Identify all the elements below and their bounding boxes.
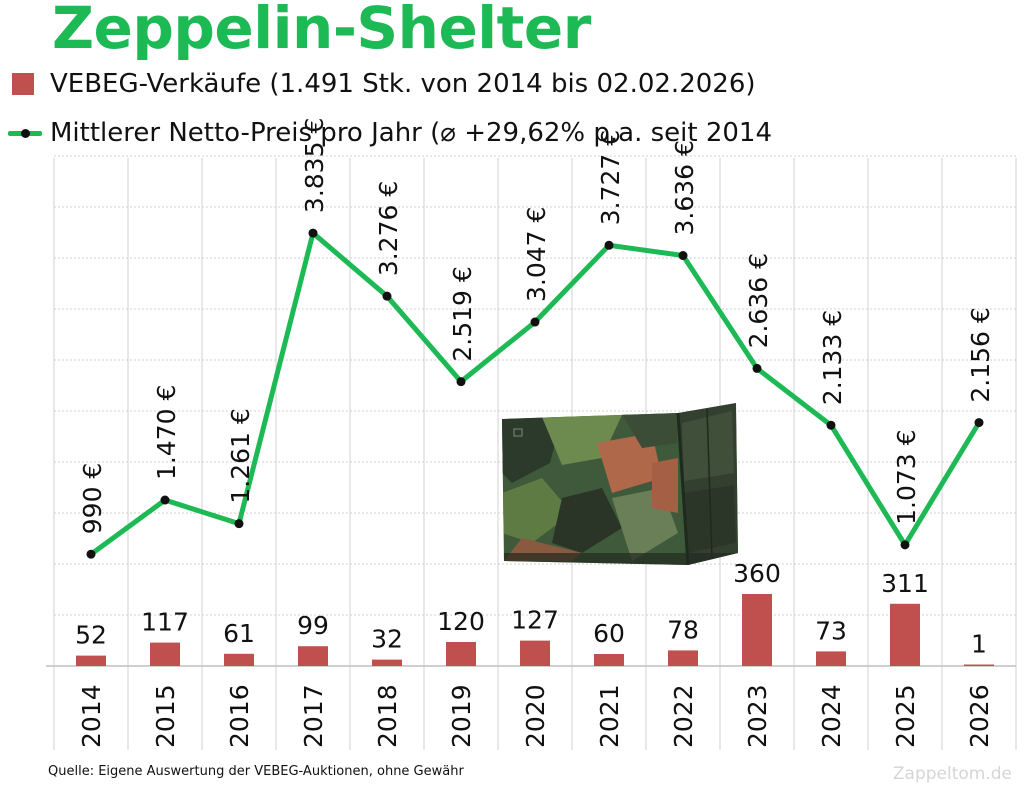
source-note: Quelle: Eigene Auswertung der VEBEG-Aukt… bbox=[48, 764, 464, 779]
bar-2016 bbox=[224, 653, 254, 666]
price-point-2026 bbox=[974, 418, 984, 428]
x-tick-2014: 2014 bbox=[77, 684, 106, 748]
x-tick-2017: 2017 bbox=[299, 684, 328, 748]
legend-bars-label: VEBEG-Verkäufe (1.491 Stk. von 2014 bis … bbox=[50, 69, 756, 99]
price-point-2014 bbox=[86, 549, 96, 559]
price-label-2021: 3.727 € bbox=[596, 130, 625, 225]
bar-label-2015: 117 bbox=[141, 608, 189, 637]
price-label-2022: 3.636 € bbox=[670, 140, 699, 235]
x-tick-2024: 2024 bbox=[817, 684, 846, 748]
bar-label-2026: 1 bbox=[971, 630, 987, 659]
bar-2017 bbox=[298, 646, 328, 666]
bar-label-2020: 127 bbox=[511, 606, 559, 635]
legend-line-label: Mittlerer Netto-Preis pro Jahr (⌀ +29,62… bbox=[50, 118, 773, 148]
x-tick-2015: 2015 bbox=[151, 684, 180, 748]
bar-label-2022: 78 bbox=[667, 615, 699, 644]
bar-label-2016: 61 bbox=[223, 619, 255, 648]
bar-label-2018: 32 bbox=[371, 625, 403, 654]
price-label-2014: 990 € bbox=[78, 463, 107, 535]
price-label-2020: 3.047 € bbox=[522, 207, 551, 302]
watermark: Zappeltom.de bbox=[892, 764, 1012, 784]
legend-bars: VEBEG-Verkäufe (1.491 Stk. von 2014 bis … bbox=[8, 64, 756, 104]
price-label-2017: 3.835 € bbox=[300, 118, 329, 213]
price-label-2015: 1.470 € bbox=[152, 385, 181, 480]
price-point-2019 bbox=[456, 377, 466, 387]
price-point-2023 bbox=[752, 363, 762, 373]
bar-2018 bbox=[372, 659, 402, 666]
price-point-2020 bbox=[530, 317, 540, 327]
x-tick-2026: 2026 bbox=[965, 684, 994, 748]
price-point-2015 bbox=[160, 495, 170, 505]
x-tick-2022: 2022 bbox=[669, 684, 698, 748]
legend-line: Mittlerer Netto-Preis pro Jahr (⌀ +29,62… bbox=[8, 113, 772, 153]
legend-bar-swatch bbox=[12, 73, 34, 95]
x-tick-2021: 2021 bbox=[595, 684, 624, 748]
price-point-2021 bbox=[604, 240, 614, 250]
x-tick-2025: 2025 bbox=[891, 684, 920, 748]
shelter-container-image bbox=[502, 403, 738, 565]
bar-label-2014: 52 bbox=[75, 621, 107, 650]
bar-2014 bbox=[76, 655, 106, 666]
bar-2019 bbox=[446, 642, 476, 666]
price-point-2024 bbox=[826, 420, 836, 430]
price-point-2016 bbox=[234, 519, 244, 529]
price-label-2023: 2.636 € bbox=[744, 253, 773, 348]
bar-label-2017: 99 bbox=[297, 611, 329, 640]
price-point-2017 bbox=[308, 228, 318, 238]
bar-2020 bbox=[520, 640, 550, 666]
x-tick-2023: 2023 bbox=[743, 684, 772, 748]
bar-label-2024: 73 bbox=[815, 616, 847, 645]
price-point-2022 bbox=[678, 251, 688, 261]
price-label-2025: 1.073 € bbox=[892, 429, 921, 524]
chart-title: Zeppelin-Shelter bbox=[52, 0, 591, 62]
bar-label-2023: 360 bbox=[733, 559, 781, 588]
bar-2015 bbox=[150, 642, 180, 666]
bar-label-2019: 120 bbox=[437, 607, 485, 636]
price-label-2019: 2.519 € bbox=[448, 266, 477, 361]
price-point-2025 bbox=[900, 540, 910, 550]
price-label-2026: 2.156 € bbox=[966, 307, 995, 402]
x-tick-2020: 2020 bbox=[521, 684, 550, 748]
bar-2024 bbox=[816, 651, 846, 666]
bar-2026 bbox=[964, 664, 994, 666]
bar-2021 bbox=[594, 654, 624, 666]
bar-2025 bbox=[890, 603, 920, 666]
x-tick-2016: 2016 bbox=[225, 684, 254, 748]
bar-2022 bbox=[668, 650, 698, 666]
x-tick-2018: 2018 bbox=[373, 684, 402, 748]
x-tick-2019: 2019 bbox=[447, 684, 476, 748]
bar-label-2025: 311 bbox=[881, 569, 929, 598]
price-point-2018 bbox=[382, 291, 392, 301]
price-label-2016: 1.261 € bbox=[226, 408, 255, 503]
bar-label-2021: 60 bbox=[593, 619, 625, 648]
price-label-2024: 2.133 € bbox=[818, 310, 847, 405]
legend-line-swatch bbox=[8, 122, 42, 144]
bar-2023 bbox=[742, 594, 772, 666]
price-label-2018: 3.276 € bbox=[374, 181, 403, 276]
